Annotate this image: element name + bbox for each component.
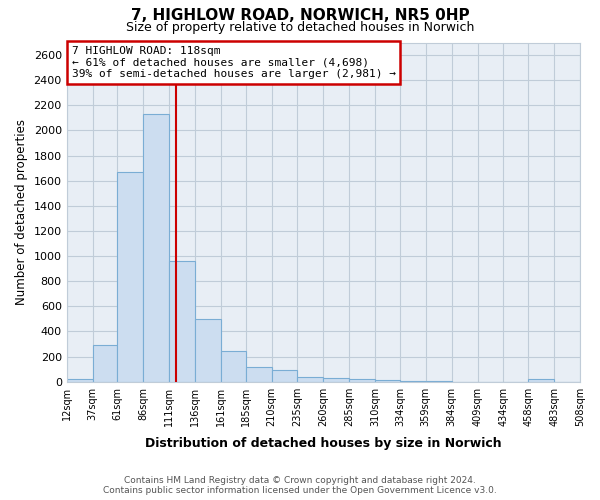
Bar	[195, 319, 221, 382]
Bar	[349, 379, 375, 382]
Bar	[375, 380, 400, 382]
Text: Contains HM Land Registry data © Crown copyright and database right 2024.
Contai: Contains HM Land Registry data © Crown c…	[103, 476, 497, 495]
Bar	[221, 351, 246, 382]
Bar	[323, 378, 349, 382]
Bar	[143, 114, 169, 382]
Bar	[298, 376, 323, 382]
Text: 7 HIGHLOW ROAD: 118sqm
← 61% of detached houses are smaller (4,698)
39% of semi-: 7 HIGHLOW ROAD: 118sqm ← 61% of detached…	[72, 46, 396, 79]
Bar	[528, 379, 554, 382]
Bar	[272, 370, 298, 382]
Bar	[67, 379, 92, 382]
Bar	[92, 345, 118, 382]
Bar	[246, 366, 272, 382]
Bar	[118, 172, 143, 382]
Bar	[169, 261, 195, 382]
Text: 7, HIGHLOW ROAD, NORWICH, NR5 0HP: 7, HIGHLOW ROAD, NORWICH, NR5 0HP	[131, 8, 469, 22]
X-axis label: Distribution of detached houses by size in Norwich: Distribution of detached houses by size …	[145, 437, 502, 450]
Y-axis label: Number of detached properties: Number of detached properties	[15, 119, 28, 305]
Text: Size of property relative to detached houses in Norwich: Size of property relative to detached ho…	[126, 22, 474, 35]
